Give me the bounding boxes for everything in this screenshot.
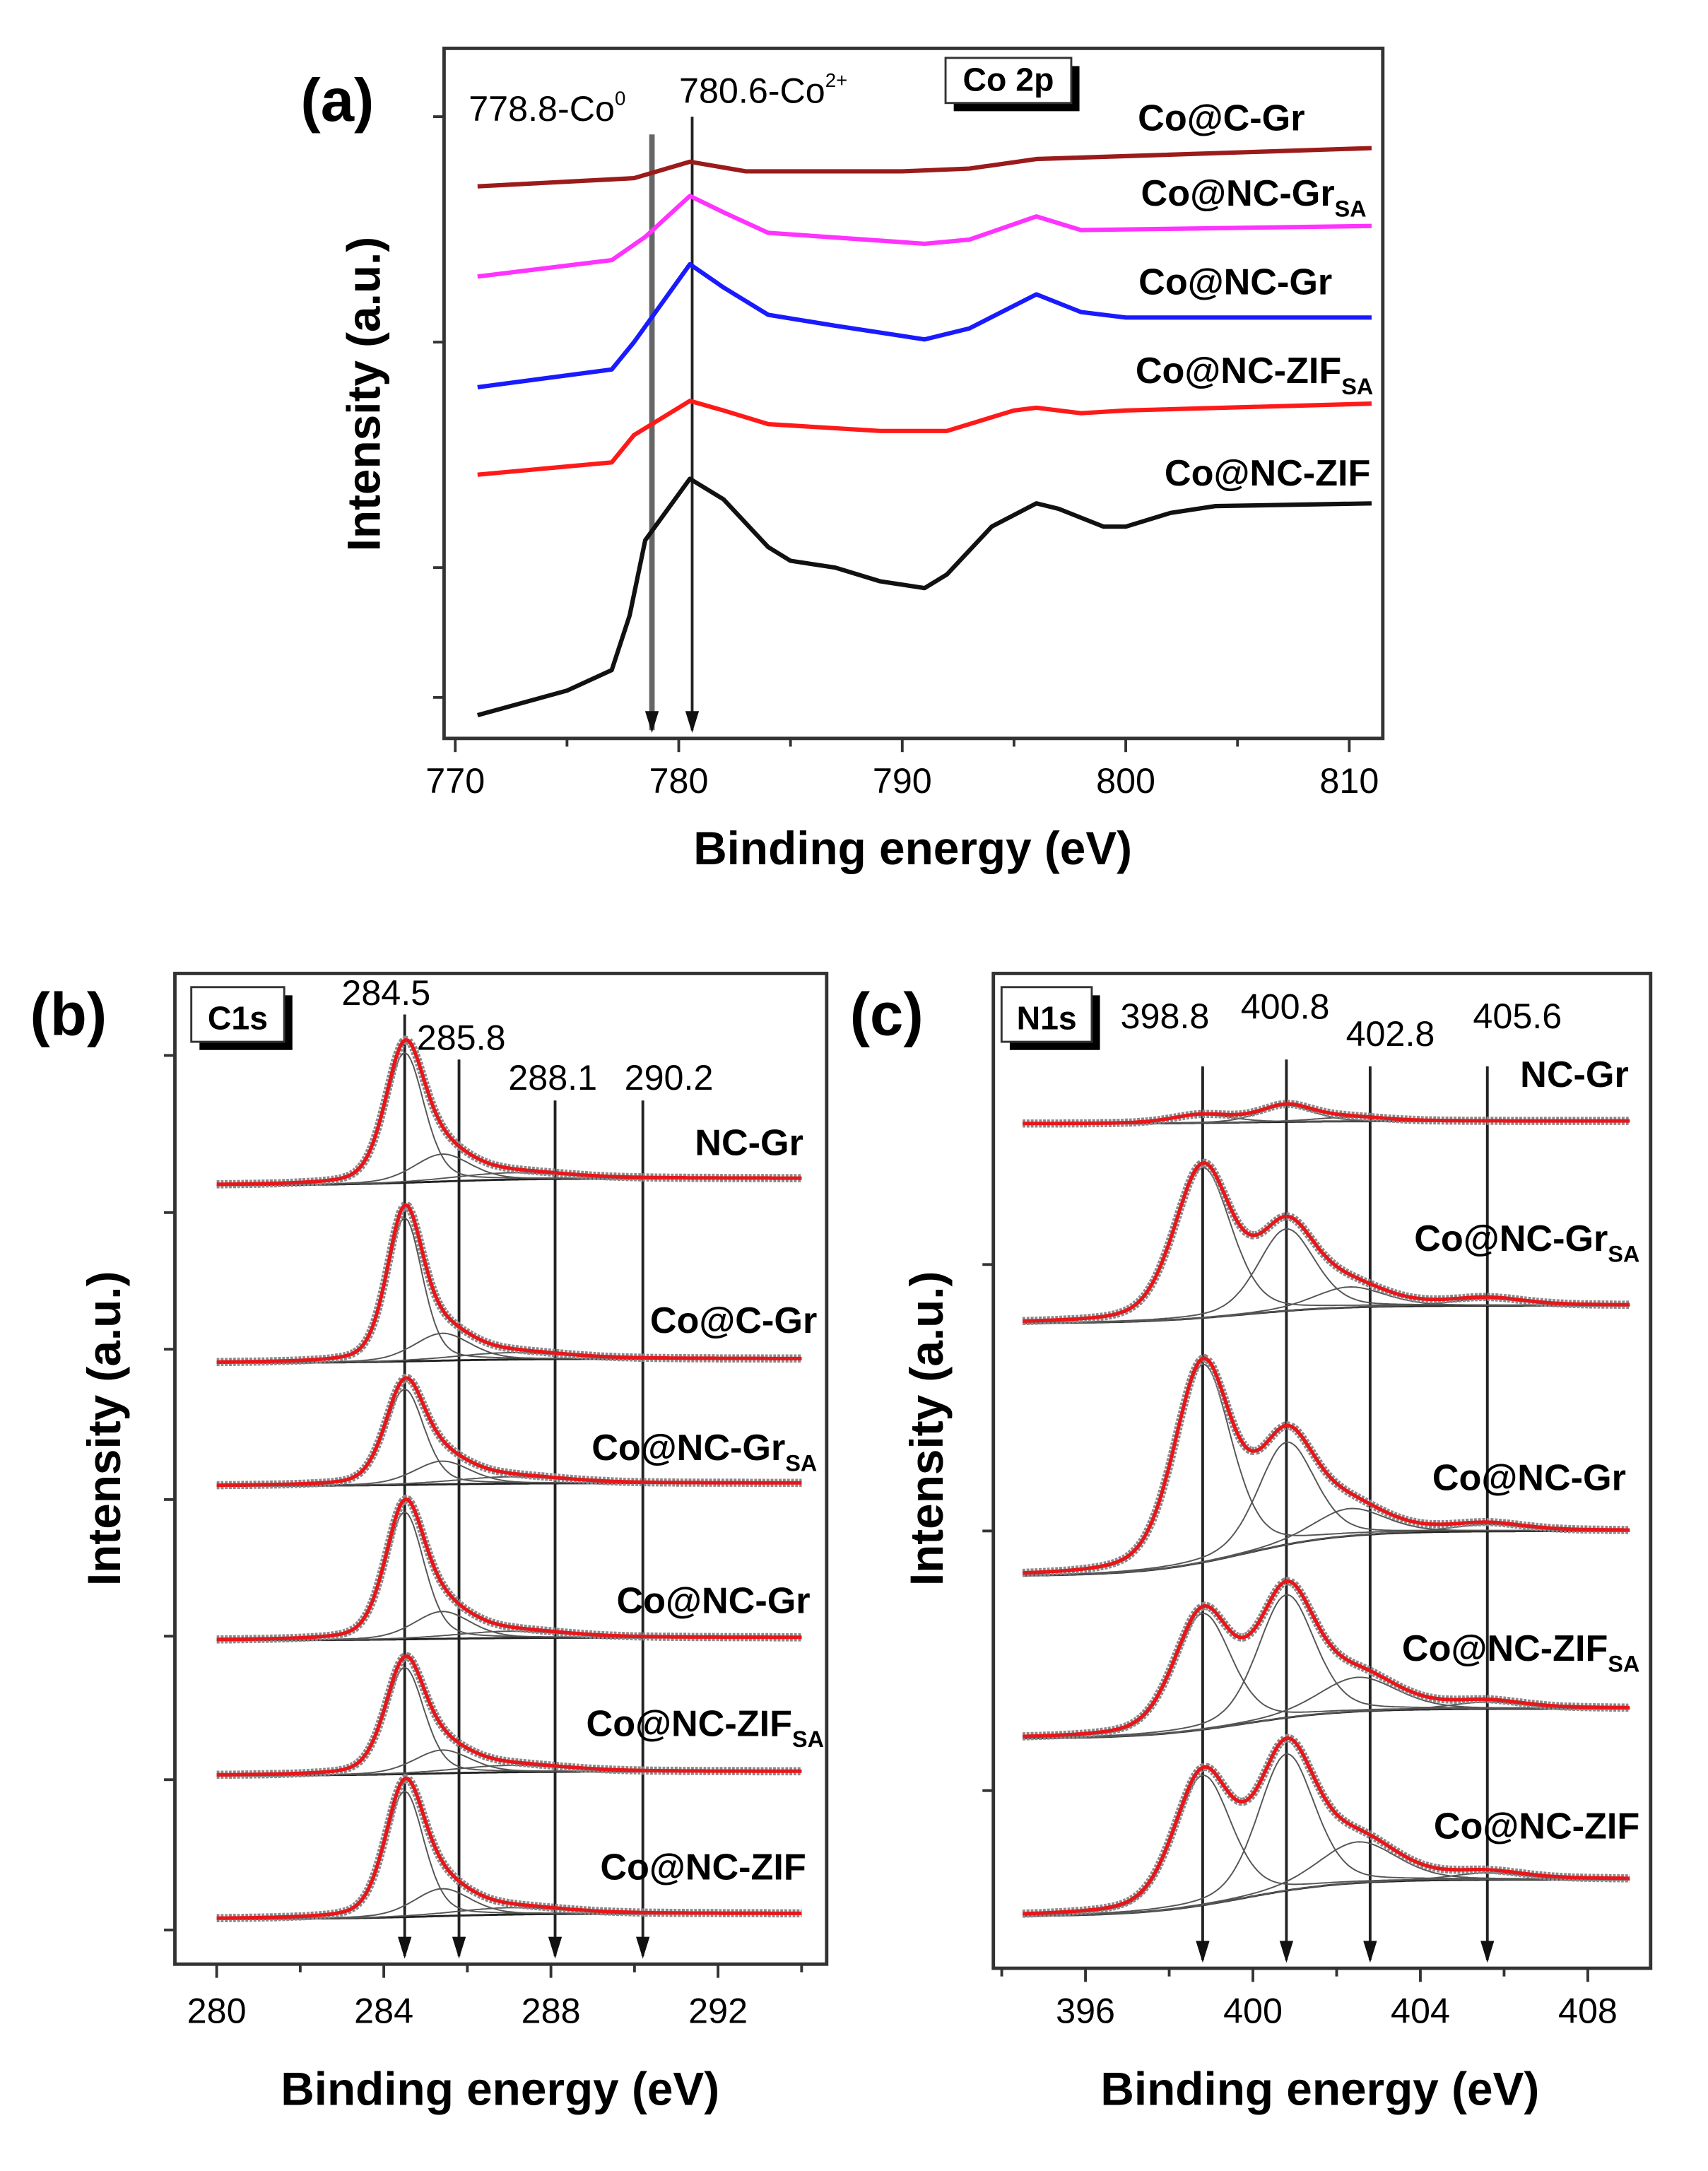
series-label: Co@NC-ZIF xyxy=(600,1847,806,1888)
panel-label: (a) xyxy=(300,67,374,134)
x-tick-label: 790 xyxy=(873,760,932,801)
fit-envelope-line xyxy=(1022,1356,1630,1575)
fit-envelope-line xyxy=(216,1497,802,1642)
x-axis-title: Binding energy (eV) xyxy=(693,822,1132,874)
y-axis-title: Intensity (a.u.) xyxy=(338,237,390,552)
arrow-down-icon xyxy=(644,711,659,734)
spectrum-line xyxy=(477,261,1372,389)
arrow-down-icon xyxy=(398,1936,412,1959)
series-label: Co@C-Gr xyxy=(1138,98,1304,139)
spectrum-title: C1s xyxy=(208,1000,268,1037)
peak-label: 285.8 xyxy=(417,1018,506,1058)
fit-envelope-line xyxy=(1022,1160,1630,1323)
spectrum-line xyxy=(476,476,1372,717)
fit-envelope-line xyxy=(1022,1736,1630,1916)
x-axis-title: Binding energy (eV) xyxy=(1100,2062,1539,2114)
arrow-down-icon xyxy=(1196,1941,1210,1963)
fit-envelope-line xyxy=(216,1202,802,1364)
series-label: Co@NC-ZIFSA xyxy=(1402,1628,1639,1677)
arrow-down-icon xyxy=(685,711,700,734)
peak-label: 778.8-Co0 xyxy=(469,87,625,129)
fit-envelope-line xyxy=(216,1776,802,1920)
spectrum-line xyxy=(477,146,1372,189)
panel-label: (b) xyxy=(30,981,107,1048)
plot-frame xyxy=(991,972,1653,1970)
peak-label: 284.5 xyxy=(341,972,430,1013)
x-tick-label: 780 xyxy=(649,760,709,801)
arrow-down-icon xyxy=(636,1936,650,1959)
x-tick-label: 404 xyxy=(1391,1990,1450,2030)
peak-label: 780.6-Co2+ xyxy=(679,69,847,111)
series-label: Co@NC-Gr xyxy=(1138,261,1332,302)
panel-label: (c) xyxy=(850,981,924,1048)
peak-label: 405.6 xyxy=(1473,996,1562,1036)
peak-label: 400.8 xyxy=(1241,986,1330,1026)
fit-component-line xyxy=(1023,1524,1630,1577)
series-label: Co@NC-GrSA xyxy=(1414,1218,1639,1267)
plot-frame xyxy=(442,46,1385,741)
x-tick-label: 770 xyxy=(425,760,485,801)
title-box xyxy=(190,986,285,1043)
series-label: Co@C-Gr xyxy=(650,1300,817,1341)
fit-envelope-line xyxy=(216,1654,802,1777)
arrow-down-icon xyxy=(1480,1941,1495,1963)
plot-frame xyxy=(173,972,829,1966)
series-label: Co@NC-ZIFSA xyxy=(587,1703,824,1752)
series-label: Co@NC-Gr xyxy=(616,1580,810,1621)
title-box xyxy=(944,57,1073,105)
peak-label: 402.8 xyxy=(1346,1013,1435,1054)
y-axis-title: Intensity (a.u.) xyxy=(78,1271,130,1587)
arrow-down-icon xyxy=(1363,1941,1377,1963)
series-label: Co@NC-ZIF xyxy=(1434,1806,1639,1847)
spectrum-title: Co 2p xyxy=(963,61,1054,98)
x-tick-label: 408 xyxy=(1558,1990,1618,2030)
x-tick-label: 288 xyxy=(522,1990,581,2030)
fit-envelope-line xyxy=(216,1376,802,1488)
x-tick-label: 280 xyxy=(187,1990,247,2030)
peak-label: 290.2 xyxy=(625,1057,714,1098)
peak-label: 398.8 xyxy=(1121,996,1210,1036)
arrow-down-icon xyxy=(1279,1941,1294,1963)
arrow-down-icon xyxy=(548,1936,563,1959)
fit-envelope-line xyxy=(216,1037,802,1187)
x-tick-label: 396 xyxy=(1056,1990,1115,2030)
series-label: Co@NC-ZIF xyxy=(1165,453,1370,494)
series-label: NC-Gr xyxy=(1520,1054,1629,1095)
series-label: NC-Gr xyxy=(695,1123,803,1164)
series-label: Co@NC-GrSA xyxy=(1141,173,1367,222)
arrow-down-icon xyxy=(452,1936,466,1959)
x-tick-label: 810 xyxy=(1319,760,1379,801)
spectrum-line xyxy=(477,194,1372,279)
series-label: Co@NC-Gr xyxy=(1432,1457,1626,1498)
x-tick-label: 800 xyxy=(1096,760,1155,801)
series-label: Co@NC-ZIFSA xyxy=(1136,351,1373,399)
x-axis-title: Binding energy (eV) xyxy=(281,2062,719,2114)
spectrum-title: N1s xyxy=(1017,1000,1077,1037)
series-label: Co@NC-GrSA xyxy=(591,1428,817,1476)
x-tick-label: 284 xyxy=(354,1990,413,2030)
y-axis-title: Intensity (a.u.) xyxy=(900,1271,953,1587)
fit-envelope-line xyxy=(1023,1102,1630,1126)
peak-label: 288.1 xyxy=(508,1057,597,1098)
fit-envelope-line xyxy=(1023,1579,1630,1738)
spectrum-line xyxy=(477,399,1372,477)
x-tick-label: 400 xyxy=(1223,1990,1283,2030)
title-box xyxy=(1000,986,1093,1043)
x-tick-label: 292 xyxy=(688,1990,748,2030)
